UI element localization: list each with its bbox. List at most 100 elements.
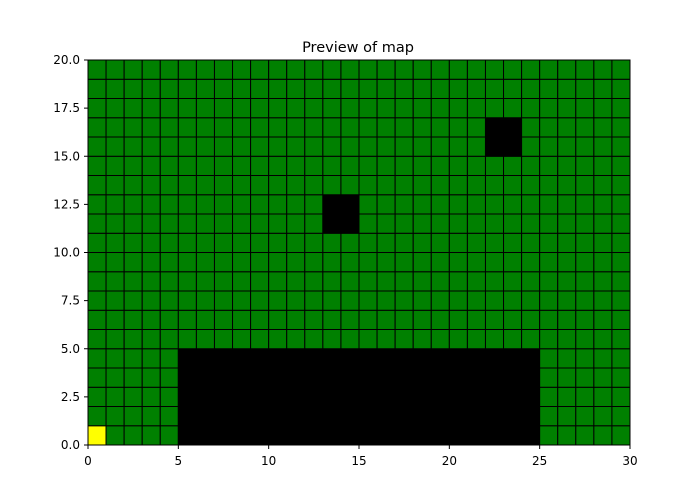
map-cell-obstacle	[358, 348, 378, 369]
map-cell-free	[611, 175, 631, 196]
map-cell-obstacle	[484, 425, 505, 446]
map-cell-free	[123, 117, 143, 138]
map-cell-free	[611, 155, 631, 176]
map-cell-free	[268, 252, 288, 273]
map-cell-obstacle	[213, 425, 234, 446]
map-cell-free	[322, 78, 342, 99]
map-cell-free	[611, 232, 631, 253]
map-cell-free	[213, 309, 234, 330]
x-tick-label: 30	[622, 454, 637, 468]
map-cell-free	[521, 98, 541, 119]
map-cell-free	[141, 117, 161, 138]
map-cell-free	[593, 194, 613, 215]
map-cell-free	[394, 136, 414, 157]
map-cell-free	[412, 252, 432, 273]
map-cell-free	[268, 155, 288, 176]
map-cell-free	[376, 194, 396, 215]
map-cell-free	[268, 136, 288, 157]
map-cell-free	[575, 367, 595, 388]
map-cell-free	[159, 348, 179, 369]
map-cell-free	[593, 348, 613, 369]
map-cell-free	[177, 155, 197, 176]
map-cell-obstacle	[250, 367, 270, 388]
map-cell-free	[105, 59, 125, 80]
map-cell-free	[611, 213, 631, 234]
map-cell-free	[539, 386, 559, 407]
map-cell-free	[611, 329, 631, 350]
map-cell-free	[484, 252, 505, 273]
y-axis: 0.0 2.5 5.0 7.5 10.0 12.5 15.0 17.5 20.0	[53, 53, 88, 452]
map-cell-free	[87, 232, 107, 253]
map-cell-free	[340, 309, 360, 330]
map-cell-free	[611, 425, 631, 446]
map-cell-free	[141, 329, 161, 350]
map-cell-free	[412, 194, 432, 215]
map-cell-free	[250, 59, 270, 80]
map-cell-free	[250, 78, 270, 99]
map-cell-free	[394, 252, 414, 273]
map-cell-free	[466, 98, 486, 119]
map-cell-free	[466, 213, 486, 234]
map-cell-free	[322, 117, 342, 138]
map-cell-free	[141, 78, 161, 99]
map-cell-free	[557, 155, 577, 176]
map-cell-free	[304, 98, 324, 119]
map-cell-obstacle	[213, 348, 234, 369]
map-cell-free	[177, 59, 197, 80]
map-cell-free	[539, 59, 559, 80]
map-cell-free	[521, 175, 541, 196]
map-cell-free	[141, 136, 161, 157]
map-cell-free	[105, 348, 125, 369]
map-cell-free	[376, 117, 396, 138]
map-cell-free	[466, 232, 486, 253]
map-cell-obstacle	[484, 386, 505, 407]
map-cell-obstacle	[394, 425, 414, 446]
map-cell-free	[376, 329, 396, 350]
map-cell-free	[304, 252, 324, 273]
map-cell-free	[213, 59, 234, 80]
map-cell-free	[521, 290, 541, 311]
map-cell-free	[87, 155, 107, 176]
map-cell-obstacle	[394, 406, 414, 427]
map-cell-free	[358, 194, 378, 215]
map-cell-free	[557, 213, 577, 234]
map-cell-free	[105, 386, 125, 407]
map-cell-free	[466, 175, 486, 196]
map-cell-free	[268, 194, 288, 215]
map-cell-obstacle	[322, 194, 342, 215]
y-tick-label: 2.5	[61, 390, 80, 404]
map-cell-free	[177, 175, 197, 196]
map-cell-obstacle	[304, 348, 324, 369]
map-cell-free	[503, 232, 523, 253]
map-cell-free	[575, 213, 595, 234]
map-cell-free	[87, 329, 107, 350]
map-cell-free	[557, 117, 577, 138]
map-cell-free	[503, 213, 523, 234]
map-cell-free	[105, 136, 125, 157]
map-cell-free	[105, 425, 125, 446]
map-cell-free	[87, 367, 107, 388]
map-cell-free	[250, 252, 270, 273]
map-cell-free	[575, 232, 595, 253]
map-cells	[87, 59, 631, 446]
y-tick-label: 17.5	[53, 101, 80, 115]
map-cell-free	[466, 290, 486, 311]
map-cell-free	[593, 386, 613, 407]
map-cell-free	[575, 155, 595, 176]
map-cell-free	[448, 329, 468, 350]
map-cell-obstacle	[195, 406, 215, 427]
map-cell-free	[105, 155, 125, 176]
map-cell-obstacle	[304, 425, 324, 446]
map-cell-free	[304, 194, 324, 215]
map-cell-free	[177, 136, 197, 157]
map-cell-free	[87, 348, 107, 369]
map-cell-free	[195, 213, 215, 234]
map-cell-free	[430, 155, 450, 176]
map-cell-free	[304, 213, 324, 234]
map-cell-free	[232, 309, 252, 330]
map-cell-free	[213, 98, 234, 119]
map-cell-free	[430, 213, 450, 234]
map-cell-free	[340, 290, 360, 311]
map-cell-free	[557, 329, 577, 350]
map-cell-free	[177, 78, 197, 99]
